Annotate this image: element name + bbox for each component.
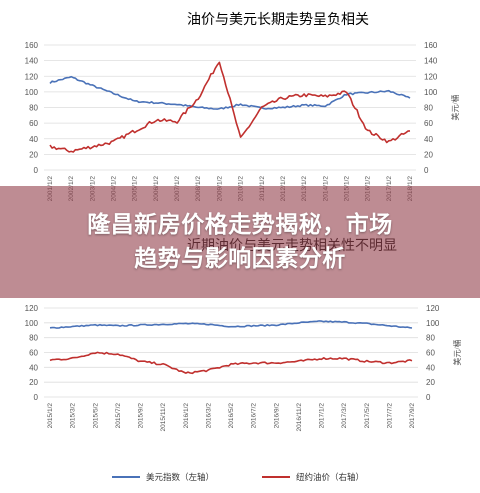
x-tick-label: 2015/7/2 [115, 403, 122, 429]
x-tick-label: 2016/11/2 [296, 403, 303, 432]
y-tick-right: 100 [426, 319, 440, 328]
headline: 隆昌新房价格走势揭秘，市场 趋势与影响因素分析 [0, 208, 480, 276]
y-tick-right: 140 [424, 57, 438, 66]
y-tick-left: 160 [25, 41, 39, 50]
series-line-usd [49, 320, 413, 329]
x-tick-label: 2017/1/2 [319, 403, 326, 429]
chart-1: 油价与美元长期走势呈负相关 0 20 40 60 80 100 120 140 160 0 20 40 6… [25, 12, 460, 201]
y-tick-left: 140 [25, 57, 39, 66]
series-line-oil [49, 351, 413, 375]
headline-line-1: 隆昌新房价格走势揭秘，市场 [87, 212, 393, 238]
y-tick-left: 20 [29, 378, 38, 387]
legend-label: 美元指数（左轴） [146, 472, 214, 482]
y-tick-left: 80 [29, 334, 38, 343]
y-tick-left: 120 [25, 304, 39, 313]
y-tick-right: 20 [424, 150, 433, 159]
x-tick-label: 2017/3/2 [341, 403, 348, 429]
x-tick-label: 2017/5/2 [364, 403, 371, 429]
y-tick-right: 160 [424, 41, 438, 50]
y-tick-left: 60 [29, 349, 38, 358]
series-line-usd [49, 75, 411, 110]
x-tick-label: 2015/3/2 [70, 403, 77, 429]
y-tick-left: 120 [25, 72, 39, 81]
y-tick-right: 40 [426, 363, 435, 372]
x-tick-label: 2016/1/2 [183, 403, 190, 429]
headline-banner [0, 186, 480, 298]
y-tick-right: 60 [426, 349, 435, 358]
y-tick-right: 100 [424, 88, 438, 97]
x-tick-label: 2017/9/2 [409, 403, 416, 429]
y-tick-right: 0 [424, 166, 429, 175]
y-tick-left: 40 [29, 135, 38, 144]
chart-title: 油价与美元长期走势呈负相关 [187, 12, 369, 28]
y-tick-right: 20 [426, 378, 435, 387]
x-tick-label: 2015/1/2 [47, 403, 54, 429]
x-tick-label: 2016/3/2 [205, 403, 212, 429]
x-tick-label: 2015/5/2 [92, 403, 99, 429]
x-tick-label: 2016/5/2 [228, 403, 235, 429]
y-tick-right: 80 [424, 104, 433, 113]
y-axis-label-right: 美元/桶 [452, 339, 462, 365]
y-tick-left: 0 [34, 166, 39, 175]
y-tick-left: 20 [29, 150, 38, 159]
series-line-oil [49, 61, 411, 153]
y-tick-left: 40 [29, 363, 38, 372]
y-tick-left: 60 [29, 119, 38, 128]
y-tick-left: 100 [25, 319, 39, 328]
y-tick-left: 100 [25, 88, 39, 97]
y-tick-right: 40 [424, 135, 433, 144]
y-tick-left: 0 [34, 393, 39, 402]
x-tick-label: 2016/9/2 [273, 403, 280, 429]
y-tick-right: 80 [426, 334, 435, 343]
y-tick-right: 120 [424, 72, 438, 81]
y-tick-left: 80 [29, 104, 38, 113]
y-axis-label-right: 美元/桶 [450, 94, 460, 120]
headline-line-2: 趋势与影响因素分析 [134, 246, 346, 272]
legend-label: 纽约油价（右轴） [296, 472, 364, 482]
x-tick-label: 2017/7/2 [386, 403, 393, 429]
y-tick-right: 60 [424, 119, 433, 128]
x-tick-label: 2015/9/2 [138, 403, 145, 429]
x-tick-label: 2015/11/2 [160, 403, 167, 432]
y-tick-right: 0 [426, 393, 431, 402]
x-tick-label: 2016/7/2 [251, 403, 258, 429]
y-tick-right: 120 [426, 304, 440, 313]
